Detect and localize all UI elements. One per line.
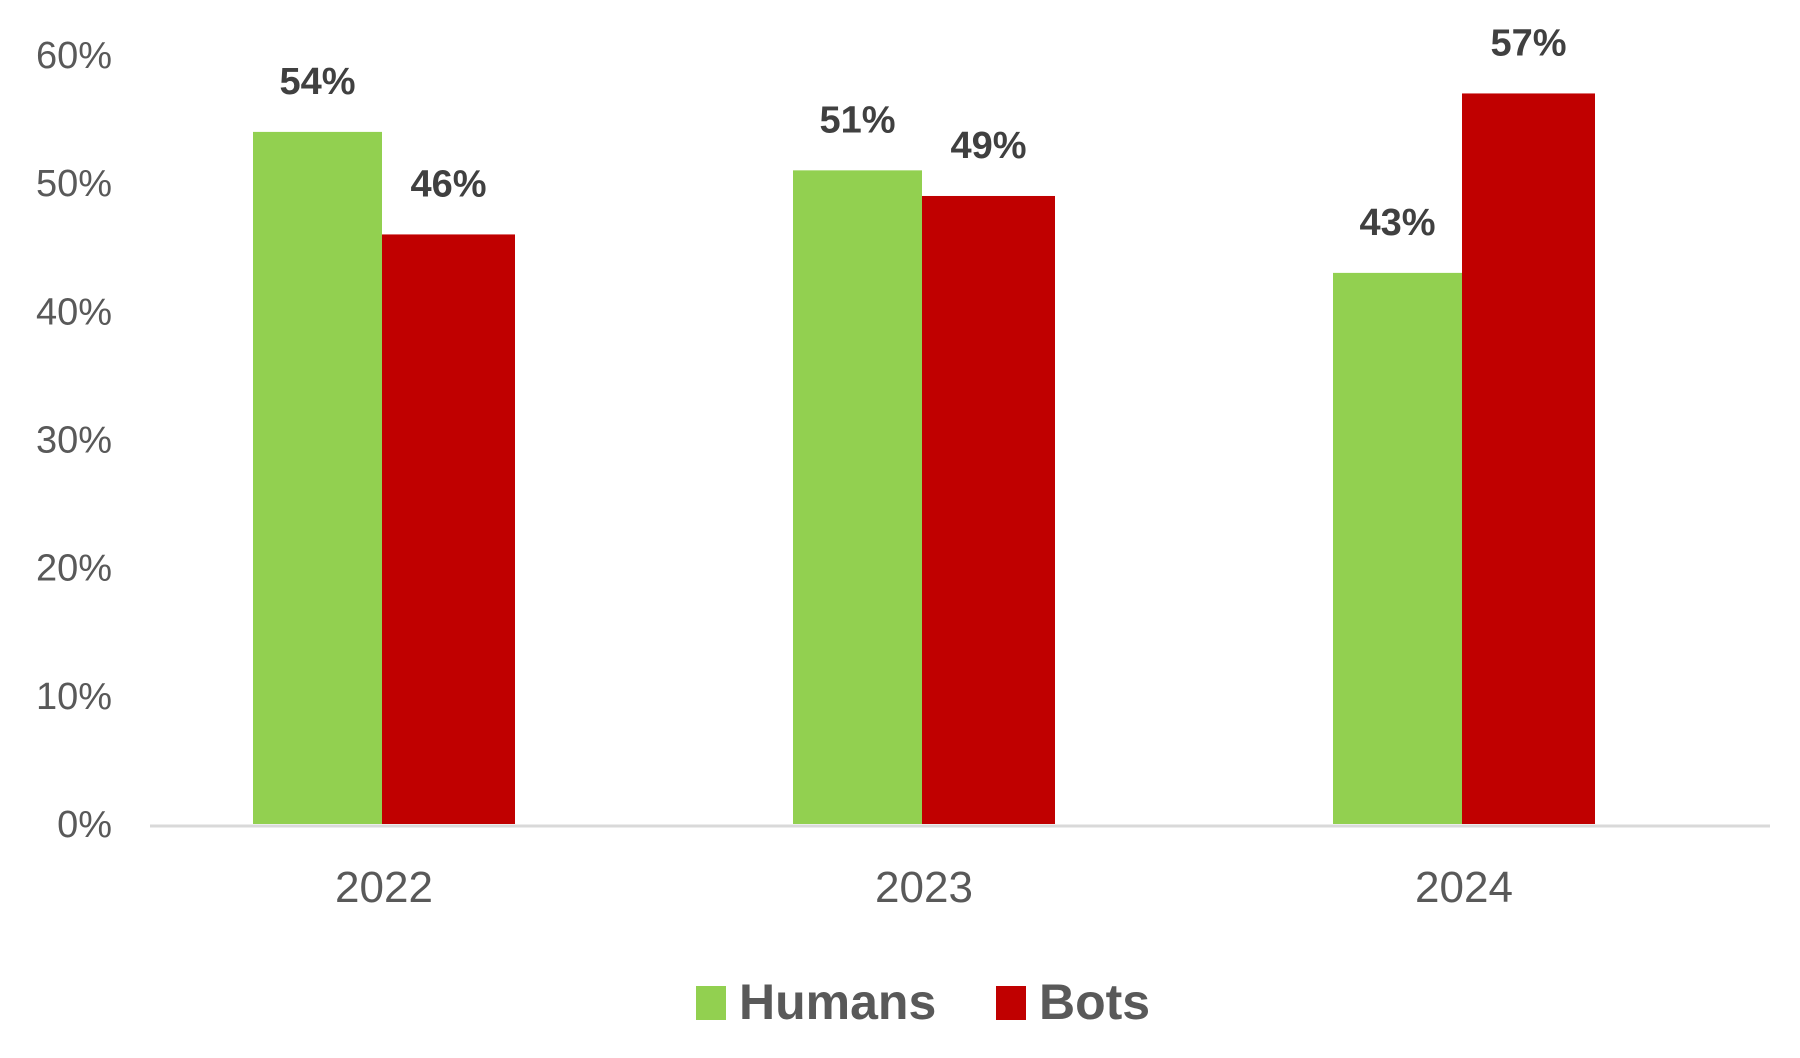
data-label: 49% [950,125,1026,167]
legend-label: Bots [1039,974,1150,1030]
legend-swatch-bots [996,986,1026,1020]
y-tick-label: 40% [36,291,112,333]
data-label: 54% [279,61,355,103]
data-label: 57% [1490,22,1566,64]
bar-bots [922,195,1055,824]
y-axis-ticks: 0% 10% 20% 30% 40% 50% 60% [36,35,112,846]
data-label: 51% [819,99,895,141]
legend-swatch-humans [696,986,726,1020]
y-tick-label: 10% [36,676,112,718]
bar-bots [382,234,515,824]
y-tick-label: 20% [36,548,112,590]
legend-label: Humans [739,974,936,1030]
bar-humans [253,131,382,824]
y-tick-label: 30% [36,420,112,462]
data-label: 46% [410,163,486,205]
y-tick-label: 50% [36,163,112,205]
data-label: 43% [1359,202,1435,244]
y-tick-label: 0% [57,804,112,846]
y-tick-label: 60% [36,35,112,77]
x-axis-categories: 2022 2023 2024 [335,863,1513,912]
x-category-label: 2024 [1415,863,1513,912]
x-category-label: 2023 [875,863,973,912]
legend: Humans Bots [696,974,1150,1030]
x-category-label: 2022 [335,863,433,912]
bar-humans [1333,272,1462,825]
bar-humans [793,170,922,825]
data-labels: 54% 46% 51% 49% 43% 57% [279,22,1566,243]
bars [253,93,1595,825]
bar-bots [1462,93,1595,824]
